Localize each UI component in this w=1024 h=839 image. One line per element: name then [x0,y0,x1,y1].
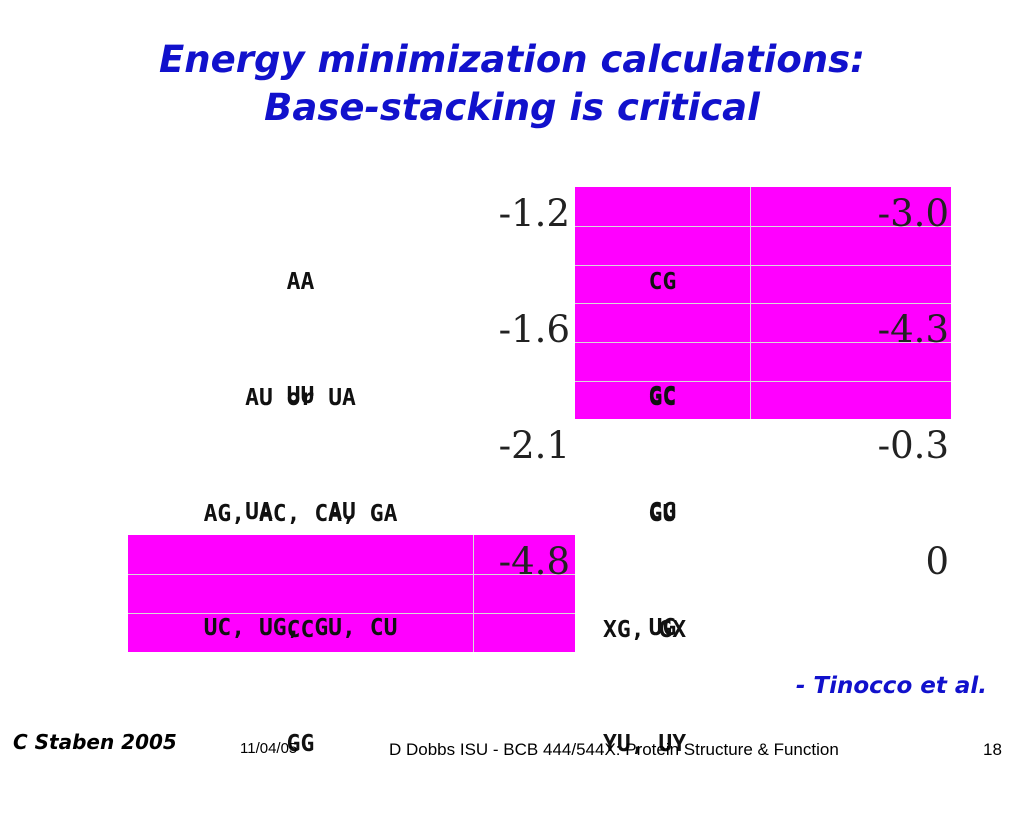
pair-bottom: UC, UG, GU, CU [203,615,398,641]
footer-course: D Dobbs ISU - BCB 444/544X: Protein Stru… [389,740,839,759]
highlight-cg-gc [575,187,951,303]
footer-author: C Staben 2005 [13,730,177,754]
grid-line [575,303,951,304]
pair-bottom: UU [286,383,315,409]
pair-au-ua: AU or UA UA AU [128,303,473,607]
pair-bottom: UA AU [245,499,356,525]
grid-line [575,226,951,227]
grid-line [128,613,575,614]
energy-value: -1.6 [498,308,570,351]
pair-bottom: UG [648,615,677,641]
energy-value: 0 [925,540,949,583]
slide-title: Energy minimization calculations: Base-s… [0,36,1024,132]
pair-mismatch-group: AG, AC, CA, GA UC, UG, GU, CU [128,419,473,723]
grid-line [473,535,474,652]
energy-value: -0.3 [877,424,949,467]
energy-value: -3.0 [877,192,949,235]
pair-gc-cg: GC CG [575,303,750,607]
pair-bottom: CG [648,499,677,525]
energy-value: -2.1 [498,424,570,467]
highlight-cc-gg [128,535,575,652]
energy-value: -1.2 [498,192,570,235]
grid-line [750,187,751,419]
pair-bottom: GC [648,383,677,409]
pair-cc-gg: CC GG [128,535,473,839]
pair-top: XG, GX [603,617,687,643]
title-line-1: Energy minimization calculations: [159,38,865,81]
energy-value: -4.3 [877,308,949,351]
pair-aa-uu: AA UU [128,187,473,491]
citation: - Tinocco et al. [795,673,987,699]
pair-cg-gc: CG GC [575,187,750,491]
pair-top: AG, AC, CA, GA [203,501,398,527]
grid-line [575,265,951,266]
pair-top: AA [286,269,315,295]
pair-top: GU [648,501,677,527]
page-number: 18 [983,740,1002,759]
pair-top: AU or UA [245,385,356,411]
pair-xg-gx: XG, GX YU, UY [603,535,750,839]
stacking-energy-table: AA UU -1.2 AU or UA UA AU -1.6 AG, AC, C… [128,187,951,757]
pair-bottom: GG [286,731,315,757]
grid-line [575,342,951,343]
pair-gu-ug: GU UG [575,419,750,723]
pair-top: GC [648,385,677,411]
pair-bottom: YU, UY [603,731,687,757]
title-line-2: Base-stacking is critical [264,86,760,129]
grid-line [128,574,575,575]
pair-top: CC [286,617,315,643]
grid-line [575,381,951,382]
energy-value: -4.8 [498,540,570,583]
footer-date: 11/04/05 [240,740,298,757]
pair-top: CG [648,269,677,295]
highlight-gc-cg [575,303,951,419]
